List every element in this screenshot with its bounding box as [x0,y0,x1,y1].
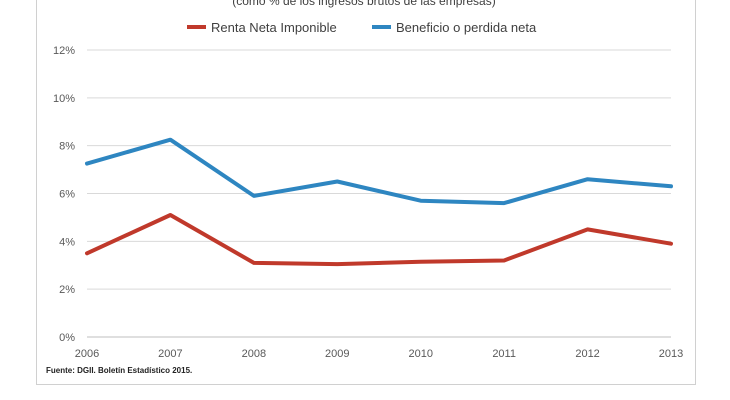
series-line-1 [85,213,673,267]
x-tick-label: 2013 [659,348,683,360]
x-tick-label: 2006 [75,348,99,360]
source-note: Fuente: DGII. Boletín Estadístico 2015. [46,366,193,375]
y-tick-label: 2% [59,284,75,296]
x-tick-label: 2008 [242,348,266,360]
y-tick-label: 0% [59,332,75,344]
y-tick-label: 10% [53,93,75,105]
x-tick-label: 2007 [158,348,182,360]
y-axis: 0% 2% 4% 6% 8% 10% 12% [53,45,75,344]
series-lines [85,137,673,267]
chart-subtitle: (como % de los ingresos brutos de las em… [232,0,495,8]
y-tick-label: 8% [59,141,75,153]
y-tick-label: 12% [53,45,75,57]
chart-frame [36,0,696,385]
y-tick-label: 4% [59,236,75,248]
x-tick-label: 2009 [325,348,349,360]
x-tick-label: 2012 [575,348,599,360]
x-tick-label: 2011 [492,348,516,360]
series-line-2 [85,137,673,206]
legend-label: Beneficio o perdida neta [396,20,537,35]
x-axis: 2006 2007 2008 2009 2010 2011 2012 2013 [75,348,683,360]
y-tick-label: 6% [59,189,75,201]
legend: Renta Neta Imponible Beneficio o perdida … [187,20,537,35]
legend-label: Renta Neta Imponible [211,20,337,35]
grid [87,49,671,338]
x-tick-label: 2010 [408,348,432,360]
